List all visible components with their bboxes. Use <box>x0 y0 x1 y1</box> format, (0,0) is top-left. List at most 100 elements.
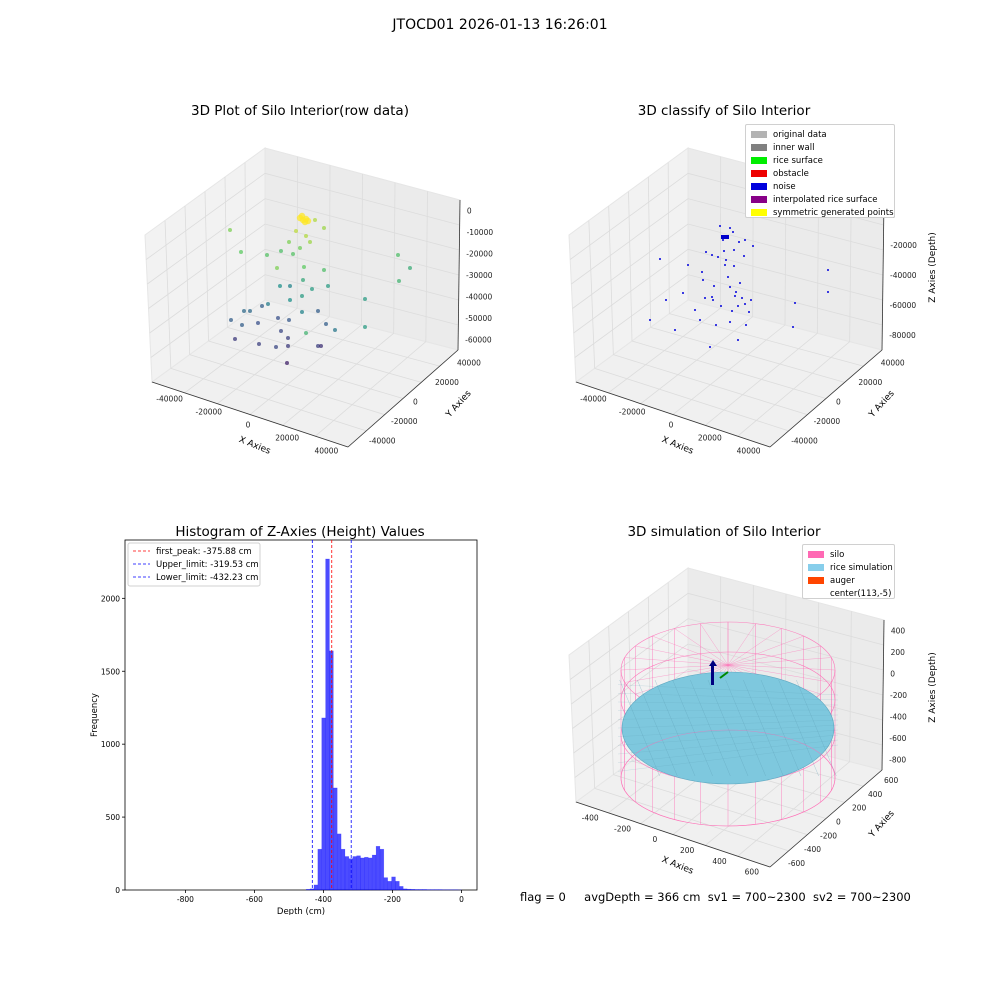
x-axis-label: Depth (cm) <box>277 907 325 915</box>
silo-roof-line <box>727 645 821 666</box>
noise-point <box>724 264 726 266</box>
grid-line <box>571 618 884 705</box>
legend-swatch <box>751 131 767 138</box>
rice-mesh-line <box>617 724 839 737</box>
grid-line <box>145 172 460 260</box>
status-line: flag = 0 avgDepth = 366 cm sv1 = 700~230… <box>520 890 911 904</box>
z-tick-label: 0 <box>467 207 472 216</box>
noise-point <box>717 256 719 258</box>
y-axis-label: Y Axies <box>867 389 897 421</box>
y-tick-label: -40000 <box>369 436 396 445</box>
noise-point <box>827 291 829 293</box>
data-point <box>287 318 291 322</box>
x-tick-label: 600 <box>745 868 760 877</box>
histogram-bar <box>399 886 404 891</box>
noise-point <box>702 279 704 281</box>
status-sv1: sv1 = 700~2300 <box>707 890 806 904</box>
legend-label: center(113,-5) <box>830 588 892 599</box>
legend-swatch <box>808 577 824 584</box>
x-axis-label: X Axies <box>660 855 695 877</box>
y-tick-label: 0 <box>836 818 841 827</box>
histogram-bar <box>418 889 423 891</box>
data-point <box>397 279 401 283</box>
rice-mesh-line <box>760 679 802 777</box>
histogram-bar <box>371 854 377 891</box>
noise-point <box>739 282 741 284</box>
legend-item: silo <box>808 548 889 561</box>
legend-label: Upper_limit: -319.53 cm <box>156 560 259 570</box>
noise-point <box>659 258 661 260</box>
legend-label: silo <box>830 549 845 560</box>
data-point <box>233 337 237 341</box>
data-point <box>228 228 232 232</box>
noise-point <box>709 346 711 348</box>
y-axis-line <box>769 769 883 868</box>
status-sv2: sv2 = 700~2300 <box>812 890 911 904</box>
y-tick-label: -600 <box>788 859 805 868</box>
z-axis-line <box>881 199 885 351</box>
data-point <box>322 268 326 272</box>
x-tick-label: -20000 <box>196 408 223 417</box>
x-axis-line <box>575 801 771 868</box>
noise-point <box>738 241 740 243</box>
panel4-title: 3D simulation of Silo Interior <box>627 524 821 540</box>
y-axis-line <box>347 349 459 448</box>
y-tick-label: 400 <box>868 790 883 799</box>
data-point <box>313 218 317 222</box>
histogram-bar <box>325 558 330 891</box>
histogram-bar <box>333 787 338 891</box>
y-tick-label: -200 <box>820 831 837 840</box>
data-point <box>301 278 305 282</box>
data-point <box>310 287 314 291</box>
histogram-bar <box>391 876 396 891</box>
legend-item: symmetric generated points <box>751 206 894 219</box>
data-point <box>324 322 328 326</box>
legend-swatch <box>751 196 767 203</box>
rice-mesh-line <box>743 679 784 777</box>
z-axis-line <box>457 199 461 351</box>
panel3-title: Histogram of Z-Axies (Height) Values <box>175 524 425 540</box>
histogram-bar <box>410 889 416 891</box>
z-tick-label: -10000 <box>467 228 494 237</box>
rice-mesh-line <box>707 679 749 777</box>
histogram-bar <box>356 855 361 891</box>
y-axis-label: Y Axies <box>444 389 474 421</box>
noise-point <box>665 299 667 301</box>
grid-line <box>571 198 884 285</box>
data-point <box>288 298 292 302</box>
legend-item: original data <box>751 128 889 141</box>
data-point <box>266 302 270 306</box>
noise-point <box>732 231 734 233</box>
noise-point <box>713 285 715 287</box>
data-point <box>288 284 292 288</box>
x-tick-label: -400 <box>582 813 599 822</box>
rice-mesh-line <box>619 679 660 777</box>
histogram-bar <box>321 717 326 891</box>
data-point <box>396 253 400 257</box>
data-point <box>333 328 337 332</box>
grid-line <box>569 592 884 680</box>
rice-mesh-line <box>617 734 839 755</box>
legend-swatch <box>751 170 767 177</box>
legend-item: inner wall <box>751 141 889 154</box>
histogram-bar <box>414 889 420 891</box>
y-tick-label: -40000 <box>791 436 818 445</box>
legend-swatch <box>751 157 767 164</box>
noise-point <box>733 249 735 251</box>
z-tick-label: -600 <box>889 734 906 743</box>
y-tick-label: 1500 <box>101 667 120 676</box>
rice-mesh-line <box>617 744 839 772</box>
legend-swatch <box>751 209 767 216</box>
noise-point <box>750 299 752 301</box>
legend-label: interpolated rice surface <box>773 194 878 205</box>
noise-point <box>731 310 733 312</box>
x-tick-label: -400 <box>315 895 332 904</box>
noise-point <box>729 227 731 229</box>
noise-point <box>725 259 727 261</box>
x-tick-label: 0 <box>669 421 674 430</box>
noise-point <box>737 305 739 307</box>
y-tick-label: 20000 <box>858 378 882 387</box>
simulation-legend: silo rice simulation auger center(113,-5… <box>802 544 895 599</box>
z-tick-label: -800 <box>889 755 906 764</box>
rice-mesh-line <box>617 709 839 711</box>
